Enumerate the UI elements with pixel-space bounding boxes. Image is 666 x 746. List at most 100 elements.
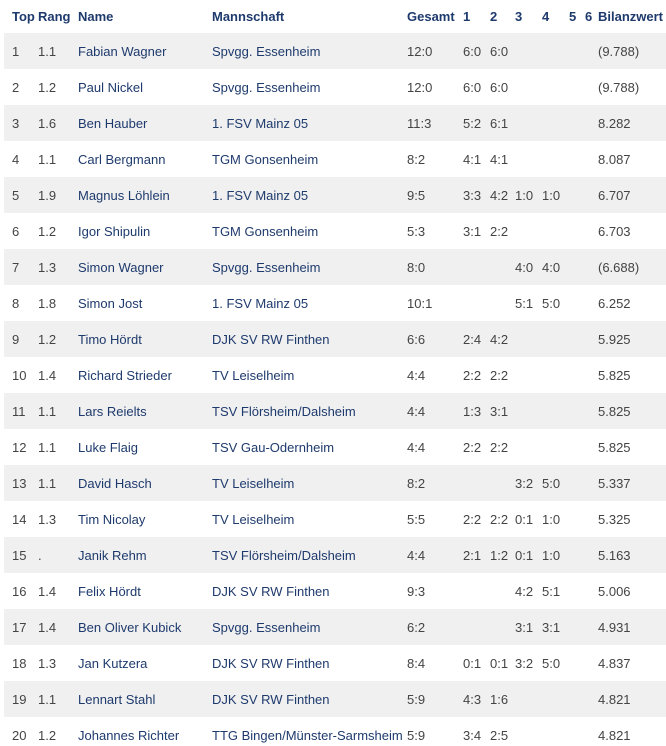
cell-rang: 1.1 xyxy=(38,151,57,167)
cell-round-1: 0:1 xyxy=(463,655,482,671)
cell-name[interactable]: Fabian Wagner xyxy=(78,43,167,59)
cell-top: 11 xyxy=(12,403,26,419)
cell-gesamt: 4:4 xyxy=(407,547,426,563)
cell-round-2: 6:1 xyxy=(490,115,509,131)
cell-name[interactable]: Timo Hördt xyxy=(78,331,142,347)
table-row: 17 1.4 Ben Oliver Kubick Spvgg. Essenhei… xyxy=(4,609,666,645)
cell-name[interactable]: Lennart Stahl xyxy=(78,691,156,707)
cell-name[interactable]: Richard Strieder xyxy=(78,367,172,383)
cell-name[interactable]: Simon Jost xyxy=(78,295,143,311)
cell-top: 14 xyxy=(12,511,27,527)
cell-name[interactable]: Luke Flaig xyxy=(78,439,138,455)
table-row: 12 1.1 Luke Flaig TSV Gau-Odernheim 4:4 … xyxy=(4,429,666,465)
cell-bilanzwert: 5.163 xyxy=(598,547,631,563)
table-row: 16 1.4 Felix Hördt DJK SV RW Finthen 9:3… xyxy=(4,573,666,609)
cell-mannschaft[interactable]: Spvgg. Essenheim xyxy=(212,79,321,95)
cell-round-2: 2:2 xyxy=(490,511,509,527)
cell-top: 12 xyxy=(12,439,27,455)
cell-mannschaft[interactable]: DJK SV RW Finthen xyxy=(212,331,330,347)
cell-round-4: 1:0 xyxy=(542,187,561,203)
cell-name[interactable]: Tim Nicolay xyxy=(78,511,146,527)
cell-top: 17 xyxy=(12,619,27,635)
cell-round-4: 3:1 xyxy=(542,619,561,635)
cell-round-3: 4:2 xyxy=(515,583,534,599)
cell-round-1: 2:2 xyxy=(463,439,482,455)
cell-name[interactable]: Ben Oliver Kubick xyxy=(78,619,182,635)
cell-mannschaft[interactable]: TSV Gau-Odernheim xyxy=(212,439,335,455)
cell-rang: 1.4 xyxy=(38,619,57,635)
cell-rang: 1.2 xyxy=(38,331,57,347)
cell-mannschaft[interactable]: TGM Gonsenheim xyxy=(212,151,319,167)
cell-mannschaft[interactable]: TV Leiselheim xyxy=(212,475,295,491)
cell-mannschaft[interactable]: TSV Flörsheim/Dalsheim xyxy=(212,547,356,563)
cell-round-1: 2:2 xyxy=(463,511,482,527)
cell-name[interactable]: Ben Hauber xyxy=(78,115,148,131)
column-header-round-1: 1 xyxy=(463,9,471,24)
cell-bilanzwert: 6.703 xyxy=(598,223,631,239)
cell-bilanzwert: 5.006 xyxy=(598,583,631,599)
cell-name[interactable]: Igor Shipulin xyxy=(78,223,151,239)
cell-round-2: 6:0 xyxy=(490,43,509,59)
cell-name[interactable]: Magnus Löhlein xyxy=(78,187,170,203)
cell-rang: 1.3 xyxy=(38,655,57,671)
column-header-top: Top xyxy=(12,9,35,24)
cell-mannschaft[interactable]: DJK SV RW Finthen xyxy=(212,691,330,707)
cell-mannschaft[interactable]: 1. FSV Mainz 05 xyxy=(212,187,309,203)
cell-mannschaft[interactable]: Spvgg. Essenheim xyxy=(212,619,321,635)
cell-round-2: 4:2 xyxy=(490,187,509,203)
cell-round-3: 4:0 xyxy=(515,259,534,275)
cell-round-1: 3:1 xyxy=(463,223,482,239)
column-header-gesamt: Gesamt xyxy=(407,9,455,24)
cell-gesamt: 4:4 xyxy=(407,403,426,419)
cell-name[interactable]: Felix Hördt xyxy=(78,583,141,599)
cell-round-4: 5:1 xyxy=(542,583,561,599)
cell-mannschaft[interactable]: 1. FSV Mainz 05 xyxy=(212,115,309,131)
table-row: 4 1.1 Carl Bergmann TGM Gonsenheim 8:2 4… xyxy=(4,141,666,177)
cell-gesamt: 6:6 xyxy=(407,331,426,347)
cell-mannschaft[interactable]: TGM Gonsenheim xyxy=(212,223,319,239)
table-header-row: Top Rang Name Mannschaft Gesamt 1 2 3 4 … xyxy=(4,0,666,33)
cell-name[interactable]: Lars Reielts xyxy=(78,403,147,419)
cell-mannschaft[interactable]: DJK SV RW Finthen xyxy=(212,583,330,599)
cell-round-1: 4:1 xyxy=(463,151,482,167)
cell-rang: 1.2 xyxy=(38,223,57,239)
cell-bilanzwert: 5.325 xyxy=(598,511,631,527)
cell-gesamt: 5:9 xyxy=(407,691,426,707)
cell-name[interactable]: Janik Rehm xyxy=(78,547,147,563)
cell-gesamt: 5:5 xyxy=(407,511,426,527)
cell-mannschaft[interactable]: TV Leiselheim xyxy=(212,367,295,383)
cell-mannschaft[interactable]: TSV Flörsheim/Dalsheim xyxy=(212,403,356,419)
cell-mannschaft[interactable]: TV Leiselheim xyxy=(212,511,295,527)
cell-round-1: 3:4 xyxy=(463,727,482,743)
cell-rang: 1.1 xyxy=(38,403,57,419)
table-row: 5 1.9 Magnus Löhlein 1. FSV Mainz 05 9:5… xyxy=(4,177,666,213)
cell-name[interactable]: Johannes Richter xyxy=(78,727,180,743)
cell-mannschaft[interactable]: Spvgg. Essenheim xyxy=(212,259,321,275)
cell-mannschaft[interactable]: Spvgg. Essenheim xyxy=(212,43,321,59)
column-header-round-4: 4 xyxy=(542,9,550,24)
table-row: 19 1.1 Lennart Stahl DJK SV RW Finthen 5… xyxy=(4,681,666,717)
cell-round-4: 1:0 xyxy=(542,547,561,563)
cell-bilanzwert: 4.837 xyxy=(598,655,631,671)
cell-bilanzwert: (6.688) xyxy=(598,259,640,275)
cell-rang: 1.8 xyxy=(38,295,57,311)
cell-gesamt: 11:3 xyxy=(407,115,432,131)
cell-round-2: 2:5 xyxy=(490,727,509,743)
cell-name[interactable]: Carl Bergmann xyxy=(78,151,166,167)
cell-mannschaft[interactable]: 1. FSV Mainz 05 xyxy=(212,295,309,311)
cell-bilanzwert: 5.925 xyxy=(598,331,631,347)
cell-bilanzwert: 8.087 xyxy=(598,151,631,167)
table-row: 3 1.6 Ben Hauber 1. FSV Mainz 05 11:3 5:… xyxy=(4,105,666,141)
cell-name[interactable]: David Hasch xyxy=(78,475,152,491)
cell-gesamt: 9:5 xyxy=(407,187,426,203)
cell-name[interactable]: Simon Wagner xyxy=(78,259,164,275)
cell-name[interactable]: Paul Nickel xyxy=(78,79,144,95)
cell-mannschaft[interactable]: DJK SV RW Finthen xyxy=(212,655,330,671)
cell-bilanzwert: (9.788) xyxy=(598,43,640,59)
cell-mannschaft[interactable]: TTG Bingen/Münster-Sarmsheim xyxy=(212,727,403,743)
cell-name[interactable]: Jan Kutzera xyxy=(78,655,148,671)
cell-top: 15 xyxy=(12,547,27,563)
cell-bilanzwert: 5.825 xyxy=(598,403,631,419)
table-row: 8 1.8 Simon Jost 1. FSV Mainz 05 10:1 5:… xyxy=(4,285,666,321)
